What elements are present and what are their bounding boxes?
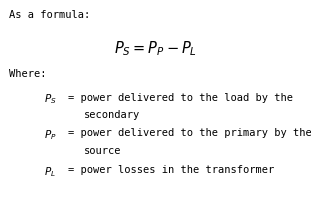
Text: $P_P$: $P_P$ xyxy=(44,128,56,142)
Text: $P_S = P_P - P_L$: $P_S = P_P - P_L$ xyxy=(114,39,197,58)
Text: = power delivered to the load by the: = power delivered to the load by the xyxy=(68,93,293,103)
Text: $P_S$: $P_S$ xyxy=(44,93,56,106)
Text: = power delivered to the primary by the: = power delivered to the primary by the xyxy=(68,128,311,138)
Text: source: source xyxy=(84,146,122,156)
Text: Where:: Where: xyxy=(9,69,47,79)
Text: As a formula:: As a formula: xyxy=(9,10,91,20)
Text: = power losses in the transformer: = power losses in the transformer xyxy=(68,165,275,176)
Text: secondary: secondary xyxy=(84,110,140,120)
Text: $P_L$: $P_L$ xyxy=(44,165,55,179)
